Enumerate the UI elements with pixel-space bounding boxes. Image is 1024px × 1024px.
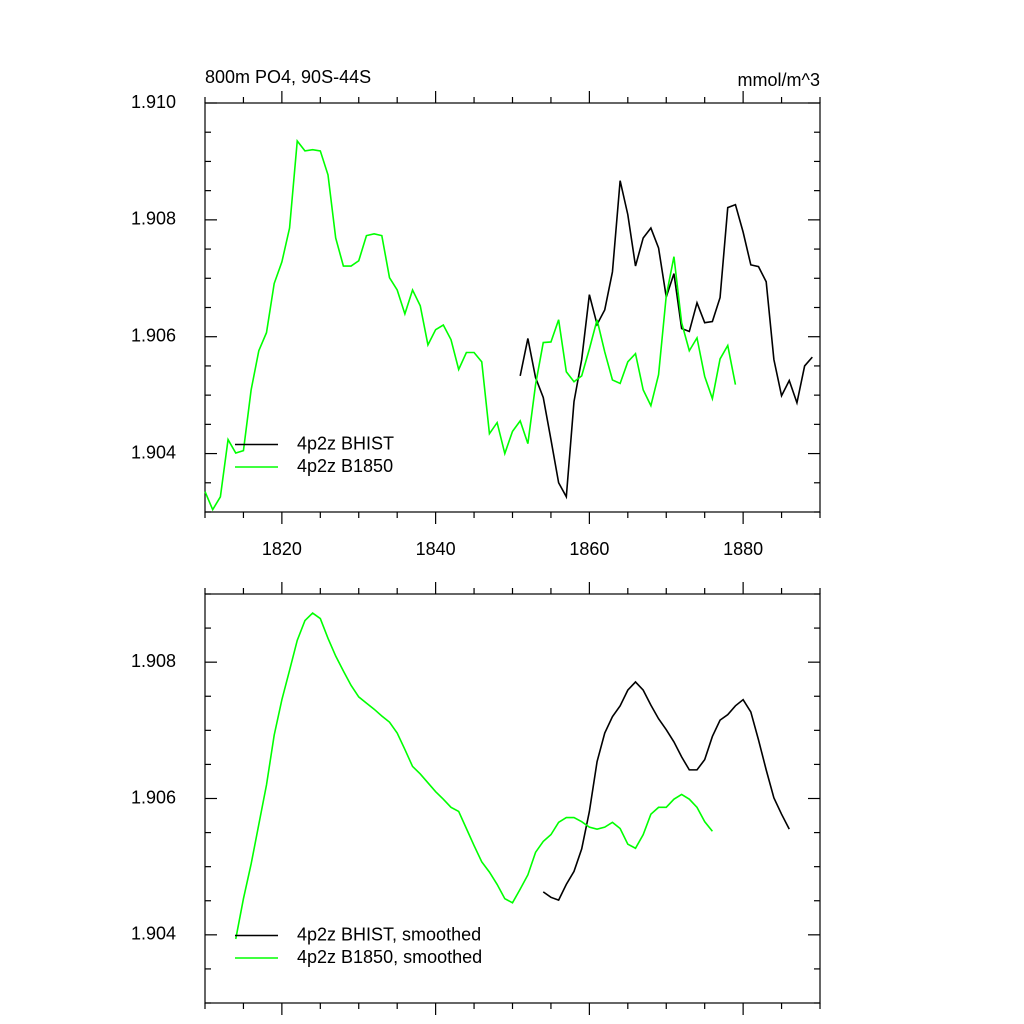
- legend-label: 4p2z B1850, smoothed: [297, 947, 482, 967]
- y-tick-label: 1.908: [131, 209, 176, 229]
- data-line: [519, 180, 813, 500]
- units-label: mmol/m^3: [738, 70, 820, 90]
- y-tick-label: 1.904: [131, 924, 176, 944]
- legend-label: 4p2z BHIST: [297, 433, 394, 453]
- data-line: [542, 680, 790, 902]
- x-tick-label: 1840: [416, 539, 456, 559]
- data-line: [204, 138, 737, 512]
- chart-title: 800m PO4, 90S-44S: [205, 67, 371, 87]
- y-tick-label: 1.906: [131, 787, 176, 807]
- data-line: [234, 612, 714, 940]
- x-tick-label: 1860: [569, 539, 609, 559]
- y-tick-label: 1.910: [131, 92, 176, 112]
- legend-label: 4p2z B1850: [297, 456, 393, 476]
- x-tick-label: 1820: [262, 539, 302, 559]
- y-tick-label: 1.908: [131, 651, 176, 671]
- x-tick-label: 1880: [723, 539, 763, 559]
- legend-label: 4p2z BHIST, smoothed: [297, 924, 481, 944]
- y-tick-label: 1.906: [131, 325, 176, 345]
- y-tick-label: 1.904: [131, 442, 176, 462]
